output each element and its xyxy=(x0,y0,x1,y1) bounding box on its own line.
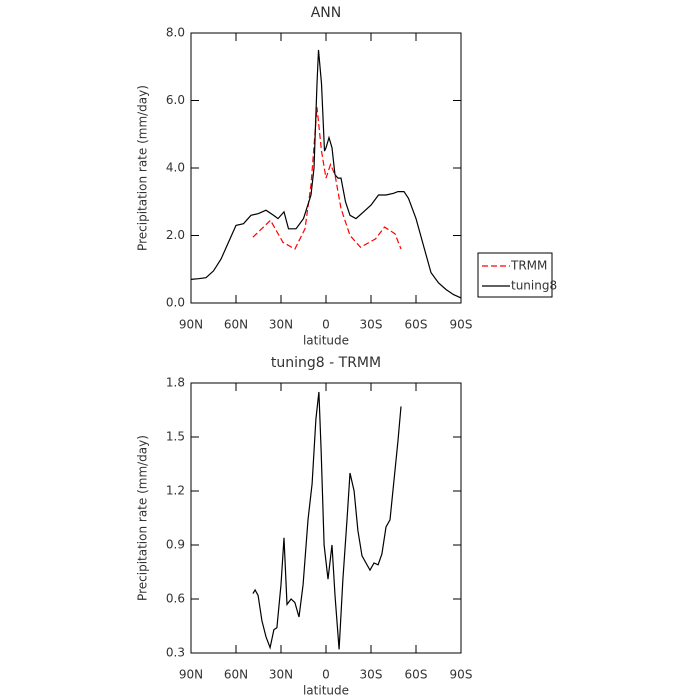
x-tick-label: 60N xyxy=(224,668,248,682)
legend-box xyxy=(477,252,553,298)
x-tick-label: 30N xyxy=(269,668,293,682)
y-tick-label: 8.0 xyxy=(166,26,185,40)
y-axis-label: Precipitation rate (mm/day) xyxy=(136,435,150,601)
x-tick-label: 90N xyxy=(179,318,203,332)
y-tick-label: 0.9 xyxy=(166,538,185,552)
series-line xyxy=(252,107,402,250)
x-tick-label: 30S xyxy=(360,668,383,682)
y-tick-label: 0.6 xyxy=(166,592,185,606)
plot-frame xyxy=(190,382,462,654)
x-tick-label: 30N xyxy=(269,318,293,332)
x-axis-label: latitude xyxy=(303,334,349,348)
y-tick-label: 0.3 xyxy=(166,646,185,660)
x-tick-label: 60S xyxy=(405,318,428,332)
series-line xyxy=(252,391,402,650)
y-tick-label: 1.8 xyxy=(166,376,185,390)
x-tick-label: 90S xyxy=(450,318,473,332)
y-tick-label: 6.0 xyxy=(166,93,185,107)
x-tick-label: 90S xyxy=(450,668,473,682)
legend-label: tuning8 xyxy=(511,279,557,293)
chart-title: ANN xyxy=(311,5,342,21)
series-line xyxy=(190,49,462,299)
y-axis-label: Precipitation rate (mm/day) xyxy=(136,85,150,251)
y-tick-label: 4.0 xyxy=(166,161,185,175)
y-tick-label: 0.0 xyxy=(166,296,185,310)
y-tick-label: 1.5 xyxy=(166,430,185,444)
y-tick-label: 1.2 xyxy=(166,484,185,498)
x-tick-label: 60N xyxy=(224,318,248,332)
x-tick-label: 0 xyxy=(322,668,330,682)
x-tick-label: 90N xyxy=(179,668,203,682)
x-tick-label: 0 xyxy=(322,318,330,332)
legend-label: TRMM xyxy=(510,259,547,273)
x-axis-label: latitude xyxy=(303,684,349,698)
x-tick-label: 60S xyxy=(405,668,428,682)
chart-title: tuning8 - TRMM xyxy=(271,355,381,371)
y-tick-label: 2.0 xyxy=(166,228,185,242)
plot-frame xyxy=(190,32,462,304)
x-tick-label: 30S xyxy=(360,318,383,332)
